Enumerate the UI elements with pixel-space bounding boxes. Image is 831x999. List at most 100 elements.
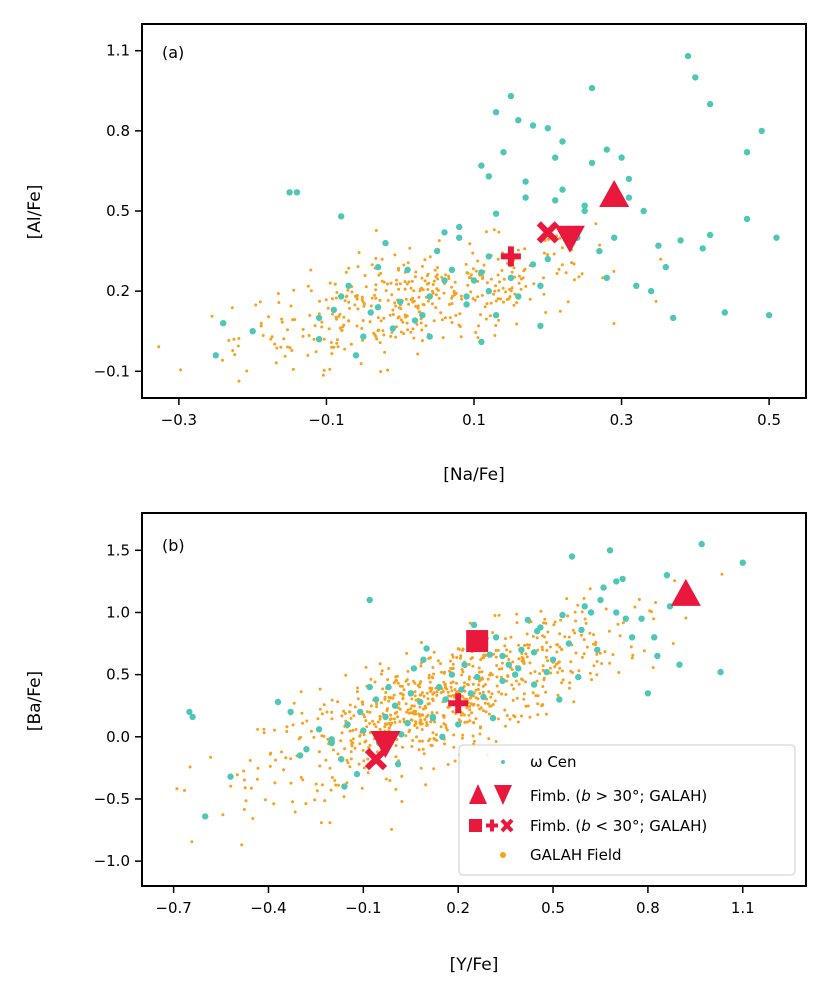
galah-field-point — [474, 331, 478, 334]
omega-cen-point — [500, 149, 507, 156]
galah-field-point — [447, 694, 451, 698]
galah-field-point — [405, 321, 409, 325]
galah-field-point — [455, 656, 459, 659]
galah-field-point — [346, 288, 350, 292]
galah-field-point — [432, 737, 436, 740]
galah-field-point — [404, 679, 408, 683]
galah-field-point — [402, 332, 406, 336]
galah-field-point — [541, 685, 545, 688]
omega-cen-point — [515, 665, 522, 672]
galah-field-point — [447, 277, 451, 280]
galah-field-point — [523, 644, 526, 647]
omega-cen-point — [581, 603, 588, 610]
galah-field-point — [494, 649, 498, 652]
galah-field-point — [430, 302, 434, 306]
galah-field-point — [594, 640, 598, 644]
galah-field-point — [401, 320, 405, 324]
galah-field-point — [525, 655, 529, 659]
galah-field-point — [476, 336, 480, 340]
galah-field-point — [440, 275, 444, 279]
galah-field-point — [403, 287, 407, 291]
galah-field-point — [582, 638, 586, 642]
galah-field-point — [493, 614, 497, 617]
galah-field-point — [404, 734, 408, 738]
omega-cen-point — [463, 301, 470, 308]
galah-field-point — [330, 710, 334, 714]
galah-field-point — [503, 644, 507, 648]
omega-cen-point — [426, 293, 433, 300]
galah-field-point — [412, 709, 416, 713]
omega-cen-point — [640, 207, 647, 215]
galah-field-point — [349, 342, 353, 346]
galah-field-point — [493, 334, 497, 337]
galah-field-point — [520, 677, 523, 681]
galah-field-point — [286, 345, 290, 349]
galah-field-point — [392, 693, 396, 697]
galah-field-point — [507, 297, 511, 301]
galah-field-point — [450, 296, 454, 300]
galah-field-point — [580, 655, 584, 659]
galah-field-point — [510, 683, 514, 687]
galah-field-point — [309, 729, 313, 733]
galah-field-point — [356, 686, 359, 690]
omega-cen-point — [600, 584, 607, 591]
omega-cen-point — [544, 125, 551, 132]
galah-field-point — [513, 292, 517, 296]
galah-field-point — [314, 350, 318, 354]
panel-label-b: (b) — [162, 536, 185, 555]
galah-field-point — [314, 782, 318, 786]
galah-field-point — [588, 671, 592, 675]
galah-field-point — [505, 654, 508, 658]
galah-field-point — [471, 297, 475, 301]
y-tick-label: −0.5 — [94, 790, 130, 808]
galah-field-point — [448, 316, 452, 320]
galah-field-point — [344, 673, 348, 677]
omega-cen-point — [458, 686, 465, 693]
galah-field-point — [476, 703, 480, 707]
galah-field-point — [536, 702, 540, 706]
galah-field-point — [345, 781, 349, 785]
galah-field-point — [418, 714, 422, 718]
galah-field-point — [490, 673, 494, 677]
galah-field-point — [457, 323, 461, 327]
galah-field-point — [478, 692, 482, 695]
galah-field-point — [330, 717, 334, 721]
omega-cen-point — [676, 661, 683, 668]
galah-field-point — [442, 671, 446, 675]
galah-field-point — [374, 283, 378, 287]
galah-field-point — [361, 319, 365, 322]
galah-field-point — [420, 276, 424, 280]
galah-field-point — [280, 317, 284, 321]
galah-field-point — [431, 731, 435, 735]
galah-field-point — [221, 813, 225, 817]
omega-cen-point — [478, 269, 485, 276]
galah-field-point — [330, 352, 334, 356]
galah-field-point — [383, 697, 387, 701]
omega-cen-point — [537, 322, 544, 330]
omega-cen-point — [706, 231, 714, 239]
omega-cen-point — [338, 756, 345, 763]
galah-field-point — [375, 705, 379, 709]
galah-field-point — [375, 702, 379, 706]
omega-cen-point — [692, 74, 699, 81]
galah-field-point — [417, 310, 421, 314]
galah-field-point — [482, 656, 486, 660]
omega-cen-point — [499, 677, 506, 685]
omega-cen-point — [423, 645, 430, 652]
galah-field-point — [374, 256, 378, 260]
galah-field-point — [415, 735, 418, 739]
galah-field-point — [389, 717, 393, 721]
galah-field-point — [453, 759, 457, 763]
galah-field-point — [504, 290, 508, 294]
galah-field-point — [402, 263, 406, 267]
galah-field-point — [410, 697, 414, 701]
galah-field-point — [188, 765, 192, 769]
galah-field-point — [439, 691, 443, 694]
galah-field-point — [413, 681, 417, 685]
galah-field-point — [419, 664, 423, 668]
galah-field-point — [538, 672, 542, 676]
galah-field-point — [262, 727, 266, 731]
galah-field-point — [399, 692, 402, 695]
galah-field-point — [528, 297, 532, 301]
galah-field-point — [549, 671, 553, 675]
